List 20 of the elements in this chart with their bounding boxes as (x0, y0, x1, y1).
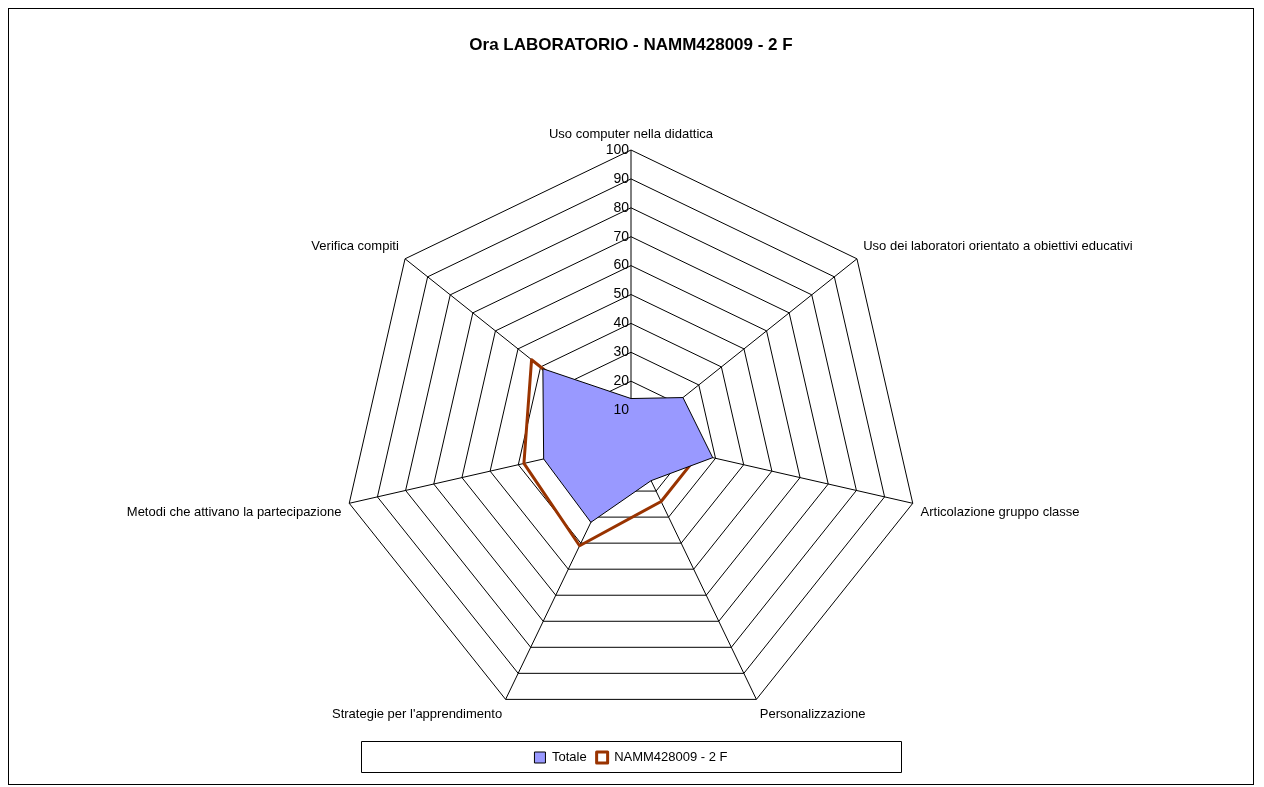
spoke-label: Uso computer nella didattica (548, 125, 714, 141)
y-tick-label: 90 (613, 169, 630, 186)
spoke-label: Uso dei laboratori orientato a obiettivi educativi (863, 237, 1133, 253)
y-tick-label: 70 (613, 227, 630, 244)
y-tick-label: 40 (613, 314, 630, 331)
y-tick-label: 20 (613, 372, 630, 389)
spoke-label: Metodi che attivano la partecipazione (126, 504, 342, 520)
legend-label: Totale (551, 749, 587, 765)
spoke-label: Articolazione gruppo classe (920, 504, 1080, 520)
spoke-label: Personalizzazione (759, 705, 866, 721)
y-tick-label: 30 (613, 343, 630, 360)
spoke-label: Verifica compiti (311, 237, 399, 253)
y-tick-label: 80 (613, 198, 630, 215)
chart-title: Ora LABORATORIO - NAMM428009 - 2 F (469, 34, 793, 54)
y-tick-label: 60 (613, 256, 630, 273)
legend-label: NAMM428009 - 2 F (614, 749, 728, 765)
y-tick-label: 100 (605, 140, 630, 157)
y-tick-label: 50 (613, 285, 630, 302)
spoke-label: Strategie per l'apprendimento (331, 705, 503, 721)
y-tick-label: 10 (613, 400, 630, 417)
